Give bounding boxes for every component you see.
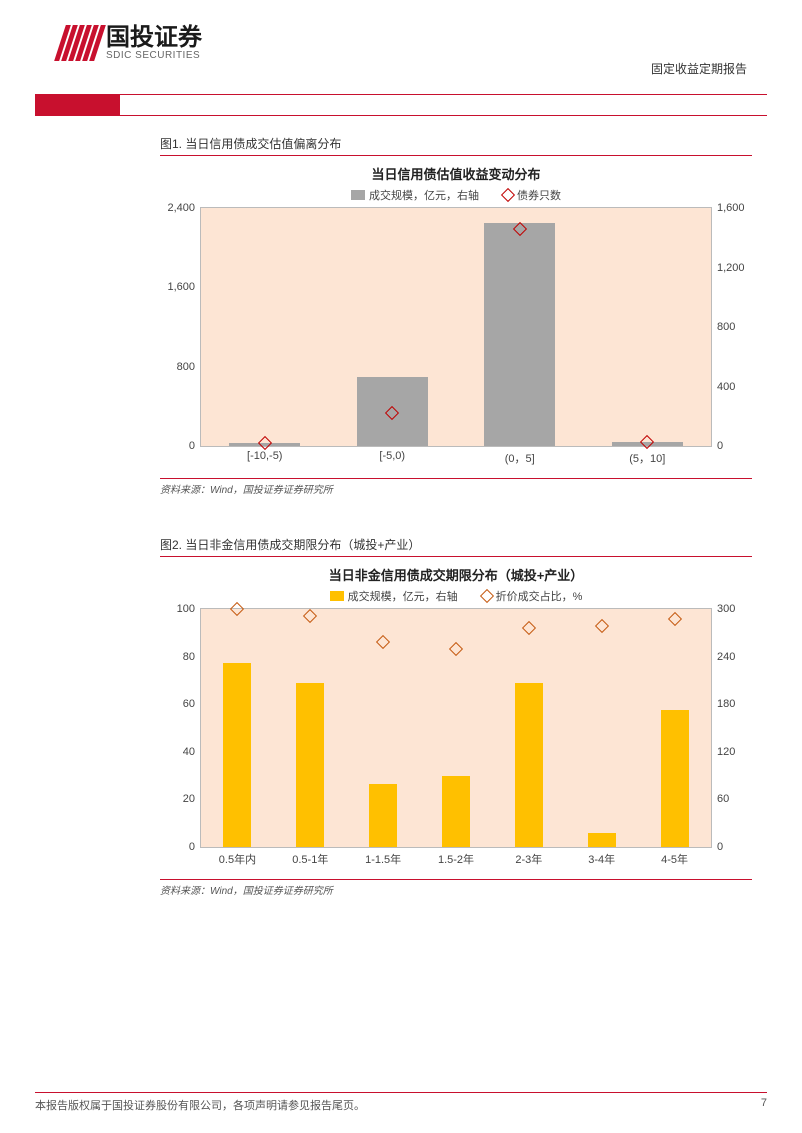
bar xyxy=(223,663,251,847)
chart2-legend-bar-label: 成交规模，亿元，右轴 xyxy=(348,588,458,604)
page-footer: 本报告版权属于国投证券股份有限公司，各项声明请参见报告尾页。 7 xyxy=(35,1092,767,1113)
diamond-marker xyxy=(230,602,244,616)
chart1-source: 资料来源：Wind，国投证券证券研究所 xyxy=(160,478,752,496)
chart2: 当日非金信用债成交期限分布（城投+产业） 成交规模，亿元，右轴 折价成交占比，%… xyxy=(160,565,752,875)
figure2-caption: 图2. 当日非金信用债成交期限分布（城投+产业） xyxy=(160,536,752,557)
chart2-legend-bar: 成交规模，亿元，右轴 xyxy=(330,588,458,604)
chart1-legend-bar-label: 成交规模，亿元，右轴 xyxy=(369,187,479,203)
bar xyxy=(484,223,555,446)
chart1-title: 当日信用债估值收益变动分布 xyxy=(160,164,752,183)
y-right-tick: 120 xyxy=(711,746,735,758)
header-accent-bar xyxy=(35,95,120,115)
y-left-tick: 60 xyxy=(183,698,201,710)
chart2-source: 资料来源：Wind，国投证券证券研究所 xyxy=(160,879,752,897)
y-right-tick: 1,200 xyxy=(711,262,745,274)
y-left-tick: 80 xyxy=(183,651,201,663)
chart1-legend-marker: 债券只数 xyxy=(503,187,561,203)
x-tick: [-5,0) xyxy=(379,446,405,462)
chart1-legend-marker-label: 债券只数 xyxy=(517,187,561,203)
diamond-marker xyxy=(449,642,463,656)
y-left-tick: 100 xyxy=(177,603,201,615)
bar xyxy=(296,683,324,847)
y-left-tick: 20 xyxy=(183,793,201,805)
logo-text-cn: 国投证券 xyxy=(106,26,202,50)
chart1-legend-bar: 成交规模，亿元，右轴 xyxy=(351,187,479,203)
x-tick: 3-4年 xyxy=(588,847,615,867)
bar xyxy=(515,683,543,847)
y-left-tick: 2,400 xyxy=(167,202,201,214)
logo: 国投证券 SDIC SECURITIES xyxy=(60,25,202,61)
header-rule-bottom xyxy=(35,115,767,116)
chart1-plot: 08001,6002,40004008001,2001,600[-10,-5)[… xyxy=(200,207,712,447)
report-type: 固定收益定期报告 xyxy=(651,60,747,77)
chart2-legend: 成交规模，亿元，右轴 折价成交占比，% xyxy=(160,588,752,604)
x-tick: 0.5年内 xyxy=(219,847,256,867)
y-right-tick: 400 xyxy=(711,381,735,393)
x-tick: 0.5-1年 xyxy=(292,847,328,867)
y-right-tick: 60 xyxy=(711,793,729,805)
chart2-plot: 0204060801000601201802403000.5年内0.5-1年1-… xyxy=(200,608,712,848)
y-right-tick: 800 xyxy=(711,321,735,333)
diamond-marker xyxy=(667,611,681,625)
bar xyxy=(661,710,689,847)
chart1: 当日信用债估值收益变动分布 成交规模，亿元，右轴 债券只数 08001,6002… xyxy=(160,164,752,474)
footer-page-number: 7 xyxy=(761,1097,767,1113)
x-tick: 1.5-2年 xyxy=(438,847,474,867)
page-header: 国投证券 SDIC SECURITIES 固定收益定期报告 xyxy=(0,0,802,95)
x-tick: 1-1.5年 xyxy=(365,847,401,867)
x-tick: (0，5] xyxy=(505,446,535,466)
chart2-legend-marker-label: 折价成交占比，% xyxy=(496,588,583,604)
y-right-tick: 0 xyxy=(711,841,723,853)
bar xyxy=(588,833,616,847)
bar xyxy=(442,776,470,847)
diamond-marker xyxy=(376,635,390,649)
y-left-tick: 0 xyxy=(189,841,201,853)
bar-legend-icon xyxy=(330,591,344,601)
x-tick: 2-3年 xyxy=(515,847,542,867)
y-left-tick: 40 xyxy=(183,746,201,758)
bar xyxy=(369,784,397,847)
figure1-caption: 图1. 当日信用债成交估值偏离分布 xyxy=(160,135,752,156)
y-right-tick: 300 xyxy=(711,603,735,615)
diamond-marker xyxy=(595,619,609,633)
y-right-tick: 0 xyxy=(711,440,723,452)
diamond-marker xyxy=(522,621,536,635)
y-left-tick: 1,600 xyxy=(167,281,201,293)
y-right-tick: 180 xyxy=(711,698,735,710)
footer-copyright: 本报告版权属于国投证券股份有限公司，各项声明请参见报告尾页。 xyxy=(35,1097,365,1113)
chart2-legend-marker: 折价成交占比，% xyxy=(482,588,583,604)
bar-legend-icon xyxy=(351,190,365,200)
logo-icon xyxy=(54,25,106,61)
logo-text-en: SDIC SECURITIES xyxy=(106,50,202,61)
diamond-legend-icon xyxy=(501,188,515,202)
x-tick: (5，10] xyxy=(629,446,665,466)
y-right-tick: 240 xyxy=(711,651,735,663)
x-tick: 4-5年 xyxy=(661,847,688,867)
chart1-legend: 成交规模，亿元，右轴 债券只数 xyxy=(160,187,752,203)
chart2-title: 当日非金信用债成交期限分布（城投+产业） xyxy=(160,565,752,584)
content-area: 图1. 当日信用债成交估值偏离分布 当日信用债估值收益变动分布 成交规模，亿元，… xyxy=(160,135,752,937)
y-right-tick: 1,600 xyxy=(711,202,745,214)
diamond-legend-icon xyxy=(480,589,494,603)
y-left-tick: 800 xyxy=(177,361,201,373)
header-rule-top xyxy=(35,94,767,95)
y-left-tick: 0 xyxy=(189,440,201,452)
diamond-marker xyxy=(303,609,317,623)
